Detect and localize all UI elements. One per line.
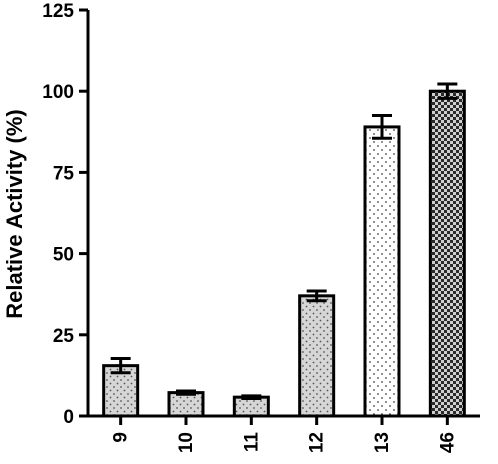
y-tick-label: 50: [53, 245, 74, 266]
y-axis-title: Relative Activity (%): [2, 109, 27, 318]
x-tick-label-12: 12: [307, 432, 328, 453]
y-tick-label: 125: [42, 1, 74, 22]
bar-13: [363, 125, 401, 418]
y-tick-label: 75: [53, 163, 75, 184]
bar-46: [428, 89, 466, 418]
x-tick-label-46: 46: [437, 432, 458, 453]
x-tick-label-9: 9: [111, 432, 132, 443]
bar-10: [167, 391, 205, 418]
y-axis: 0 25 50 75 100 125: [42, 1, 90, 428]
x-axis: 9 10 11 12 13 46: [86, 414, 480, 453]
bars: [102, 82, 466, 418]
y-tick-label: 0: [63, 407, 74, 428]
x-tick-label-13: 13: [372, 432, 393, 453]
y-tick-label: 100: [42, 82, 74, 103]
y-tick-label: 25: [53, 326, 75, 347]
x-tick-label-10: 10: [176, 432, 197, 453]
bar-11: [232, 395, 270, 418]
bar-12: [298, 294, 336, 418]
x-tick-label-11: 11: [241, 432, 262, 453]
